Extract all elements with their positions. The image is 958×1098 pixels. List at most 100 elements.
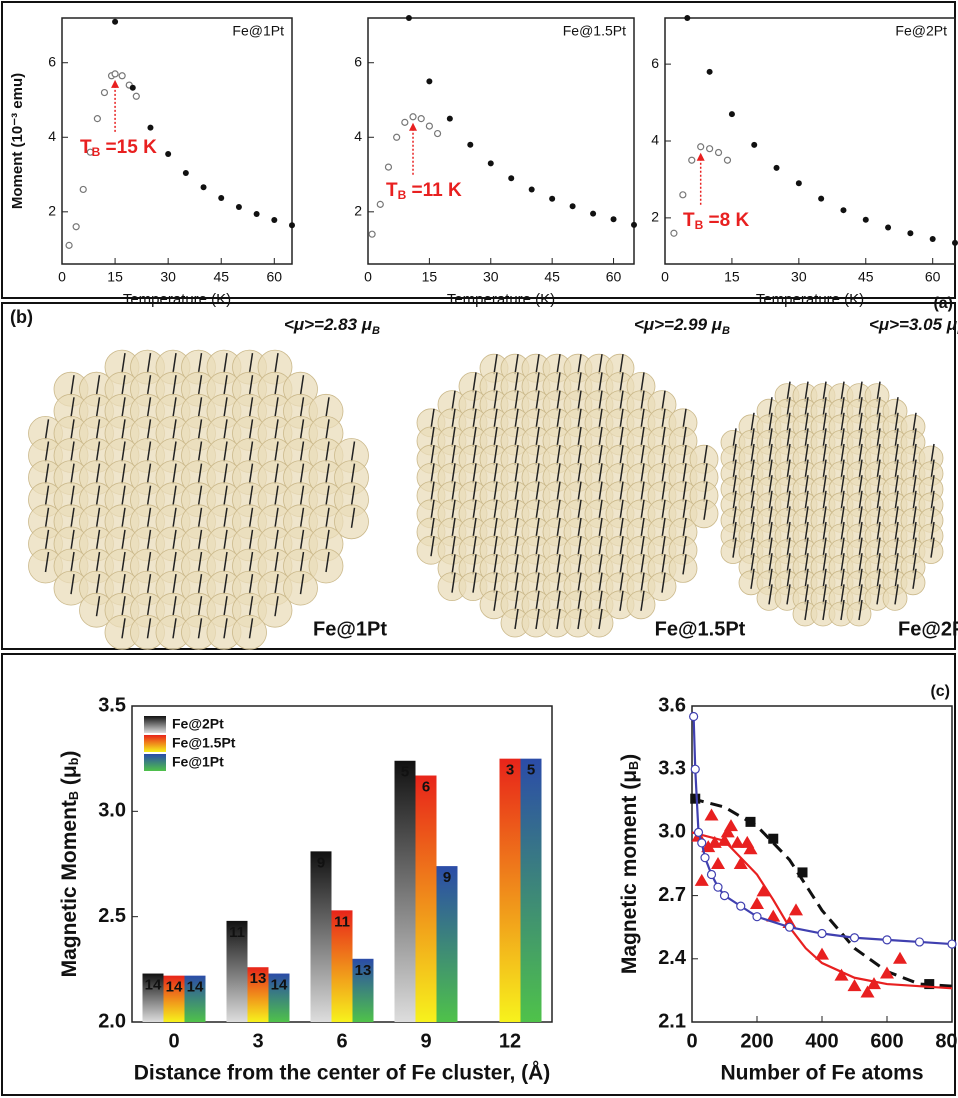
point [714, 883, 722, 891]
point [707, 146, 713, 152]
cluster-label: Fe@1.5Pt [655, 618, 746, 640]
annotation: TB =8 K [683, 210, 750, 232]
legend-swatch [144, 716, 166, 733]
bar-count: 11 [229, 924, 245, 941]
y-tick-label: 2.4 [658, 947, 687, 969]
atom [883, 586, 907, 610]
x-tick-label: 15 [422, 269, 438, 285]
point [789, 903, 803, 915]
y-axis-label-part: (μ [58, 765, 81, 791]
point [885, 224, 891, 230]
y-tick-label: 3.0 [98, 800, 126, 822]
y-tick-label: 3.5 [98, 694, 126, 716]
cluster-label: Fe@2Pt [898, 618, 958, 640]
bar-count: 5 [527, 762, 535, 779]
bar [395, 761, 416, 1022]
legend-label: Fe@1.5Pt [172, 735, 236, 751]
annotation-part: T [386, 180, 398, 201]
point [774, 165, 780, 171]
x-tick-label: 0 [686, 1030, 697, 1052]
point [611, 216, 617, 222]
figure: 246Temperature (K)Moment (10⁻³ emu)01530… [0, 0, 958, 1098]
annotation-part: =8 K [703, 210, 749, 231]
point [708, 871, 716, 879]
mean-moment: <μ>=3.05 μB [869, 315, 958, 336]
plot-frame [368, 18, 634, 264]
y-tick-label: 3.0 [658, 821, 686, 843]
mean-moment: <μ>=2.99 μB [634, 315, 730, 336]
point [768, 834, 778, 844]
point [815, 948, 829, 960]
point [818, 196, 824, 202]
y-axis-label-part: ) [58, 751, 81, 758]
point [435, 131, 441, 137]
point [695, 874, 709, 886]
plot-frame [692, 706, 952, 1022]
x-axis-label: Temperature (K) [756, 291, 864, 308]
point [701, 854, 709, 862]
bar-count: 14 [145, 977, 162, 994]
bar [521, 759, 542, 1022]
x-tick-label: 6 [336, 1030, 347, 1052]
point [751, 142, 757, 148]
y-tick-label: 2 [354, 203, 362, 219]
x-tick-label: 12 [499, 1030, 521, 1052]
atom-cluster [29, 350, 369, 649]
x-tick-label: 60 [606, 269, 622, 285]
bar-count: 3 [506, 762, 514, 779]
point [218, 195, 224, 201]
point [385, 164, 391, 170]
bar-count: 14 [166, 979, 183, 996]
annotation: TB =11 K [386, 180, 462, 202]
legend-swatch [144, 754, 166, 771]
annotation-arrow-head [409, 123, 417, 131]
point [183, 170, 189, 176]
y-axis-label: Moment (10⁻³ emu) [9, 73, 26, 209]
bar [437, 866, 458, 1022]
point [698, 144, 704, 150]
x-tick-label: 200 [740, 1030, 773, 1052]
annotation-part: B [398, 188, 407, 202]
point [716, 150, 722, 156]
y-tick-label: 3.6 [658, 694, 686, 716]
x-tick-label: 600 [870, 1030, 903, 1052]
y-tick-label: 4 [354, 128, 362, 144]
x-tick-label: 60 [267, 269, 283, 285]
point [418, 116, 424, 122]
chart-title: Fe@1Pt [232, 23, 284, 39]
point [402, 119, 408, 125]
point [907, 230, 913, 236]
atom [233, 615, 267, 649]
mean-moment-part: B [372, 325, 380, 337]
cluster-label: Fe@1Pt [313, 618, 387, 640]
point [840, 207, 846, 213]
point [410, 114, 416, 120]
point [289, 222, 295, 228]
point [201, 184, 207, 190]
annotation-part: T [683, 210, 695, 231]
bar-count: 9 [317, 854, 325, 871]
point [467, 142, 473, 148]
x-tick-label: 45 [858, 269, 874, 285]
x-axis-label: Temperature (K) [447, 291, 555, 308]
y-tick-label: 4 [48, 128, 56, 144]
panel-label: (c) [930, 683, 950, 700]
y-tick-label: 2.1 [658, 1010, 686, 1032]
mean-moment-part: <μ>=2.83 μ [284, 315, 373, 334]
point [691, 765, 699, 773]
y-tick-label: 6 [651, 55, 659, 71]
point [94, 116, 100, 122]
point [848, 979, 862, 991]
point [948, 940, 956, 948]
point [863, 217, 869, 223]
x-tick-label: 9 [420, 1030, 431, 1052]
y-axis-label-part: B [67, 791, 81, 800]
point [488, 160, 494, 166]
mean-moment-part: <μ>=2.99 μ [634, 315, 723, 334]
mean-moment-part: B [722, 325, 730, 337]
y-tick-label: 4 [651, 132, 659, 148]
point [529, 186, 535, 192]
point [916, 938, 924, 946]
annotation-part: B [92, 145, 101, 159]
point [684, 15, 690, 21]
